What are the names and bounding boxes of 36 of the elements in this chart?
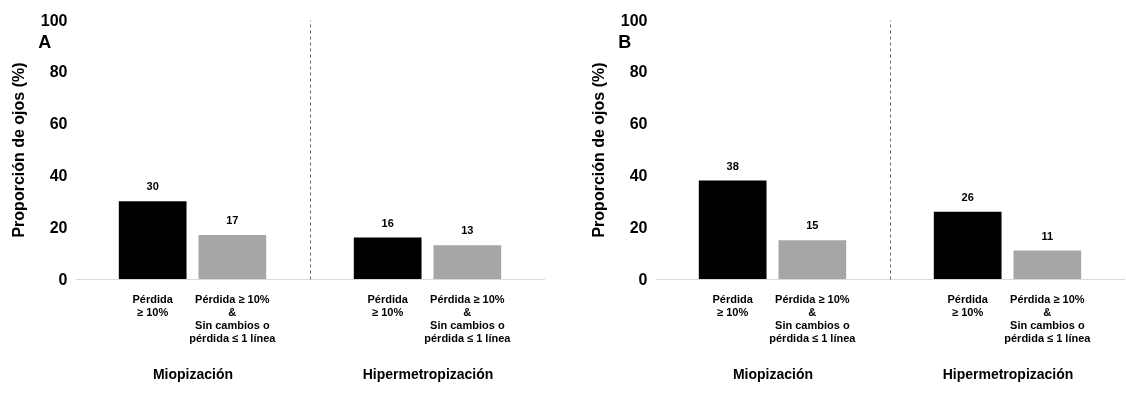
x-tick-label: Pérdida ≥ 10%	[367, 292, 409, 318]
x-axis-title: Miopización	[732, 365, 814, 382]
y-tick-label: 40	[49, 166, 68, 184]
x-tick-label: Pérdida ≥ 10%	[712, 292, 754, 318]
data-label: 17	[226, 213, 239, 226]
y-tick-label: 100	[40, 11, 68, 29]
y-tick-label: 20	[629, 218, 648, 236]
data-label: 15	[806, 219, 819, 232]
text: A	[38, 32, 52, 52]
y-tick-label: 20	[49, 218, 68, 236]
x-axis-title: Miopización	[152, 365, 234, 382]
y-tick-label: 0	[58, 270, 68, 288]
x-tick-label: Pérdida ≥ 10% & Sin cambios o pérdida ≤ 1 línea	[424, 292, 512, 344]
y-tick-label: 80	[629, 63, 648, 81]
data-label: 38	[726, 159, 739, 172]
text: B	[618, 32, 632, 52]
x-axis-title: Hipermetropización	[942, 365, 1074, 382]
y-tick-label: 40	[629, 166, 648, 184]
x-tick-label: Pérdida ≥ 10%	[947, 292, 989, 318]
x-tick-label: Pérdida ≥ 10%	[132, 292, 174, 318]
x-tick-label: Pérdida ≥ 10% & Sin cambios o pérdida ≤ 1 línea	[1004, 292, 1092, 344]
data-label: 30	[146, 180, 159, 193]
data-label: 11	[1041, 229, 1054, 242]
y-axis-title: Proporción de ojos (%)	[9, 62, 27, 238]
data-label: 16	[381, 216, 394, 229]
x-axis-title: Hipermetropización	[362, 365, 494, 382]
y-tick-label: 60	[49, 115, 68, 133]
y-tick-label: 80	[49, 63, 68, 81]
x-tick-label: Pérdida ≥ 10% & Sin cambios o pérdida ≤ 1 línea	[769, 292, 857, 344]
y-tick-label: 0	[638, 270, 648, 288]
data-label: 13	[461, 224, 474, 237]
y-tick-label: 100	[620, 11, 648, 29]
x-tick-label: Pérdida ≥ 10% & Sin cambios o pérdida ≤ 1 línea	[189, 292, 277, 344]
y-axis-title: Proporción de ojos (%)	[589, 62, 607, 238]
data-label: 26	[961, 190, 974, 203]
y-tick-label: 60	[629, 115, 648, 133]
